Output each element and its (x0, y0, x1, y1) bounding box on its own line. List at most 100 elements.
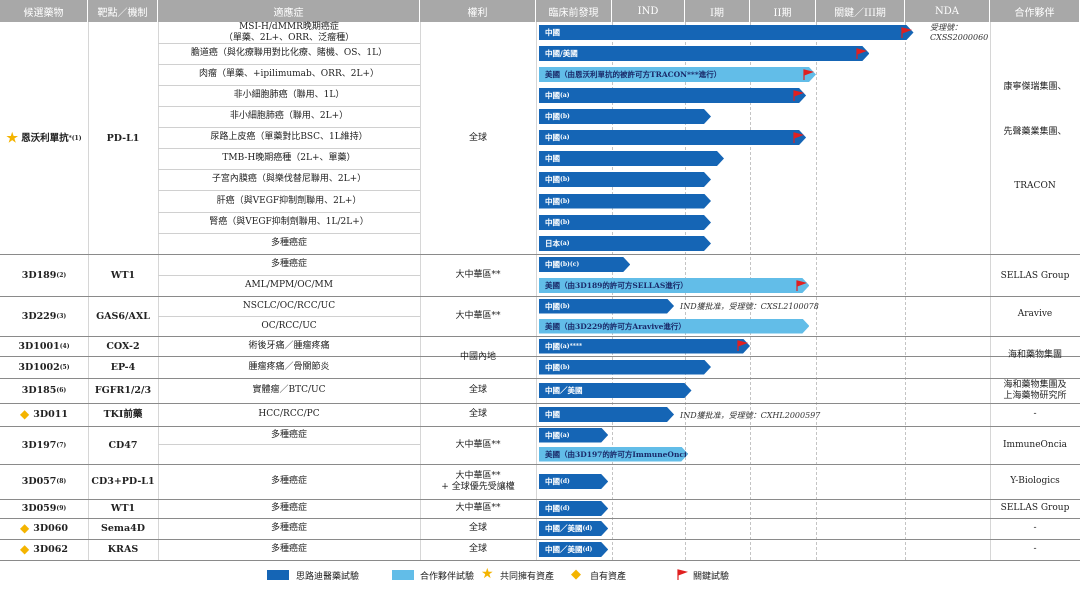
trial-bar: 中國 (d) (539, 474, 608, 489)
footnote-marker: (8) (56, 478, 67, 485)
trial-bar: 美國（由3D189的許可方SELLAS進行） (539, 278, 809, 293)
indication-cell: TMB-H晚期癌種（2L+、單藥） (222, 153, 356, 163)
header-phase-1: IND (612, 0, 685, 22)
legend-diamond-label: 自有資產 (590, 572, 627, 582)
flag-icon (796, 279, 808, 291)
trial-bar: 中國 (539, 407, 674, 422)
footnote-marker: (4) (59, 342, 70, 350)
target-FGFR1/2/3: FGFR1/2/3 (94, 385, 152, 396)
row-divider (158, 212, 420, 213)
target-COX-2: COX-2 (106, 340, 140, 352)
trial-bar: 中國 (b) (539, 172, 711, 187)
column-divider (158, 22, 159, 560)
group-divider (0, 378, 1080, 379)
legend-star-label: 共同擁有資產 (500, 572, 555, 582)
group-divider (0, 518, 1080, 519)
partner-cell: - (1033, 544, 1037, 554)
rights-cell: 大中華區** (455, 310, 501, 321)
partner-cell: 康寧傑瑞集團、 (1003, 82, 1067, 92)
footnote-marker: (5) (59, 363, 70, 371)
footnote-marker: *(1) (68, 134, 82, 142)
header-phase-5: NDA (905, 0, 990, 22)
partner-cell: 先聲藥業集團、 (1003, 127, 1067, 137)
trial-bar: 中國 (b) (539, 109, 711, 124)
group-divider (0, 499, 1080, 500)
trial-bar: 中國／美國 (d) (539, 542, 608, 557)
trial-bar: 美國（由恩沃利單抗的被許可方TRACON***進行） (539, 67, 816, 82)
indication-cell: 多種癌症 (270, 429, 307, 440)
column-divider (990, 22, 991, 560)
footnote-marker: (a) (560, 431, 570, 439)
trial-bar: 中國 (a) (539, 130, 806, 145)
indication-cell: AML/MPM/OC/MM (245, 280, 333, 290)
candidate-name: 3D059 (21, 503, 57, 514)
footnote-marker: (a) (560, 240, 570, 247)
target-GAS6/AXL: GAS6/AXL (96, 310, 150, 322)
group-divider (0, 254, 1080, 255)
header-phase-3: II期 (750, 0, 816, 22)
indication-cell: 多種癌症 (270, 476, 307, 486)
row-divider (158, 316, 420, 317)
candidate-恩沃利單抗: ★ 恩沃利單抗 *(1) (0, 22, 88, 254)
footnote-marker: (d) (582, 546, 593, 553)
indication-cell: 尿路上皮癌（單藥對比BSC、1L維持） (210, 132, 368, 142)
trial-bar: 美國（由3D229的許可方Aravive進行） (539, 319, 809, 334)
row-divider (158, 444, 420, 445)
trial-bar: 中國 (b) (539, 215, 711, 230)
header-phase-0: 臨床前發現 (536, 0, 612, 22)
flag-icon (803, 68, 814, 80)
indication-cell: 多種癌症 (270, 544, 307, 554)
footnote-marker: (b) (560, 219, 570, 226)
flag-icon (900, 26, 912, 38)
header-rights: 權利 (420, 0, 536, 22)
diamond-icon: ◆ (20, 521, 30, 535)
rights-cell: 全球 (468, 409, 487, 419)
trial-bar: 中國 (a) (539, 428, 608, 443)
trial-bar: 中國／美國 (d) (539, 521, 608, 536)
legend-partner-label: 合作夥伴試驗 (420, 572, 475, 582)
indication-cell: 子宮內膜癌（與樂伐替尼聯用、2L+） (211, 174, 367, 184)
candidate-name: 3D060 (33, 523, 68, 534)
legend-own-label: 思路迪醫藥試驗 (296, 572, 360, 582)
target-KRAS: KRAS (107, 544, 139, 555)
group-divider (0, 336, 1080, 337)
indication-cell: 膽道癌（與化療聯用對比化療、賭機、OS、1L） (190, 48, 388, 58)
target-WT1: WT1 (110, 503, 136, 514)
candidate-name: 3D057 (21, 476, 57, 487)
footnote-marker: (a) (560, 92, 570, 99)
candidate-name: 3D189 (21, 269, 57, 281)
row-divider (158, 64, 420, 65)
trial-bar: 中國 (b)(c) (539, 257, 630, 272)
column-divider (420, 22, 421, 560)
candidate-3D060: ◆ 3D060 (0, 518, 88, 539)
star-icon: ★ (6, 130, 19, 146)
approval-note: IND獲批准，受理號：CXHL2000597 (680, 410, 821, 420)
trial-bar: 中國 (539, 25, 914, 40)
candidate-name: 恩沃利單抗 (21, 132, 69, 144)
row-divider (158, 169, 420, 170)
indication-cell: OC/RCC/UC (261, 320, 317, 331)
partner-cell: Y-Biologics (1010, 476, 1060, 486)
target-CD47: CD47 (108, 439, 138, 451)
trial-bar: 中國/美國 (539, 46, 869, 61)
target-CD3+PD-L1: CD3+PD-L1 (91, 476, 155, 487)
footnote-marker: (b) (560, 197, 570, 205)
diamond-icon: ◆ (571, 567, 581, 582)
trial-bar: 中國 (b) (539, 299, 674, 314)
diamond-icon: ◆ (20, 542, 30, 556)
footnote-marker: (b) (560, 176, 570, 183)
header-phase-4: 關鍵／III期 (816, 0, 905, 22)
footnote-marker: (b) (560, 113, 570, 120)
candidate-3D197: 3D197 (7) (0, 426, 88, 464)
indication-cell: 實體瘤／BTC/UC (252, 385, 326, 395)
candidate-name: 3D062 (33, 544, 68, 555)
group-divider (0, 560, 1080, 561)
indication-cell: 腫瘤疼痛／骨關節炎 (248, 361, 330, 372)
footnote-marker: (a)**** (560, 342, 583, 350)
partner-cell: - (1033, 523, 1037, 533)
indication-cell: 多種癌症 (270, 259, 307, 269)
candidate-3D057: 3D057 (8) (0, 464, 88, 499)
rights-cell: 全球 (468, 523, 487, 533)
candidate-3D011: ◆ 3D011 (0, 403, 88, 426)
trial-bar: 美國（由3D197的許可方ImmuneOncia進行） (539, 447, 688, 462)
